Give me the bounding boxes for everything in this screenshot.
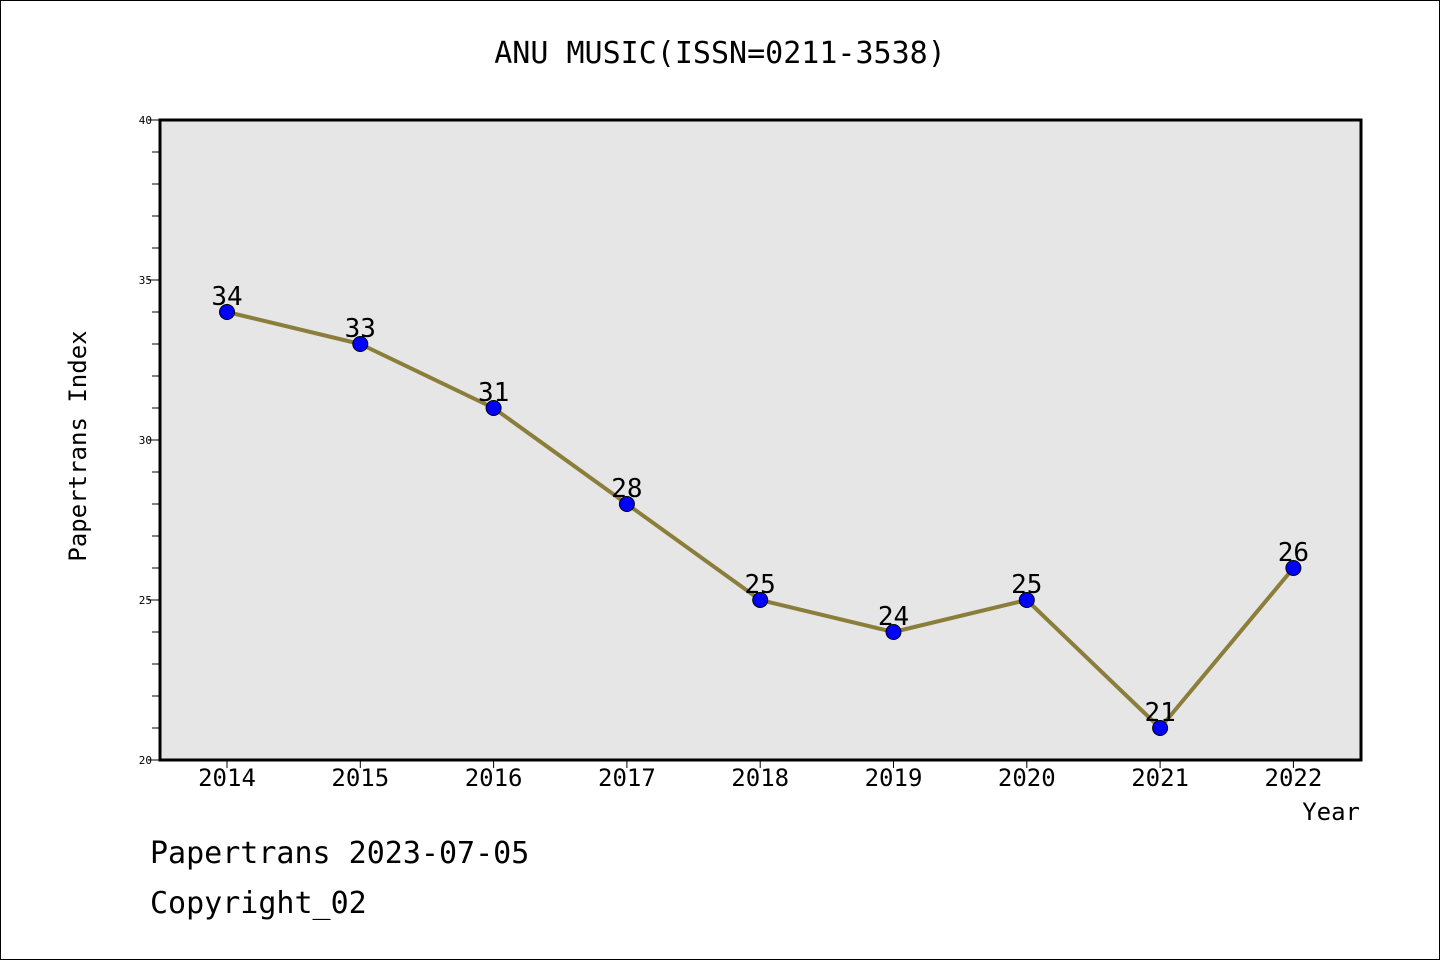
- data-point: [485, 400, 502, 416]
- data-point: [1018, 592, 1035, 608]
- data-point: [1152, 720, 1169, 736]
- x-tick-label: 2021: [1131, 764, 1189, 792]
- data-point: [752, 592, 769, 608]
- y-tick-label: 35: [139, 274, 152, 287]
- x-tick-label: 2014: [198, 764, 256, 792]
- data-label: 28: [611, 474, 642, 504]
- y-axis-label: Papertrans Index: [64, 330, 92, 561]
- x-axis-label: Year: [1302, 798, 1360, 826]
- data-labels: 34 33 31 28 25 24 25 21 26: [211, 282, 1309, 728]
- data-point: [352, 336, 369, 352]
- chart-title: ANU MUSIC(ISSN=0211-3538): [494, 36, 946, 71]
- x-tick-label: 2015: [331, 764, 389, 792]
- x-tick-label: 2020: [998, 764, 1056, 792]
- x-tick-label: 2019: [865, 764, 923, 792]
- y-axis-ticks: 20 25 30 35 40: [139, 114, 160, 767]
- x-axis-ticks: 2014 2015 2016 2017 2018 2019 2020 2021 2022: [198, 760, 1322, 792]
- data-point: [1285, 560, 1302, 576]
- data-point: [219, 304, 235, 320]
- x-tick-label: 2018: [731, 764, 789, 792]
- data-label: 25: [745, 570, 776, 600]
- data-label: 25: [1011, 570, 1042, 600]
- y-tick-label: 40: [139, 114, 152, 127]
- data-label: 33: [345, 314, 376, 344]
- plot-area: [158, 118, 1363, 762]
- x-tick-label: 2022: [1265, 764, 1323, 792]
- footer-date: Papertrans 2023-07-05: [150, 836, 530, 871]
- x-tick-label: 2016: [465, 764, 523, 792]
- x-tick-label: 2017: [598, 764, 656, 792]
- data-label: 34: [211, 282, 242, 312]
- data-label: 21: [1144, 698, 1175, 728]
- data-label: 31: [478, 378, 509, 408]
- y-tick-label: 30: [139, 434, 152, 447]
- footer-copyright: Copyright_02: [150, 886, 367, 921]
- data-label: 26: [1278, 538, 1309, 568]
- y-tick-label: 25: [139, 594, 152, 607]
- data-points: [219, 304, 1302, 736]
- data-point: [885, 624, 902, 640]
- y-tick-label: 20: [139, 754, 152, 767]
- data-point: [618, 496, 635, 512]
- data-label: 24: [878, 602, 909, 632]
